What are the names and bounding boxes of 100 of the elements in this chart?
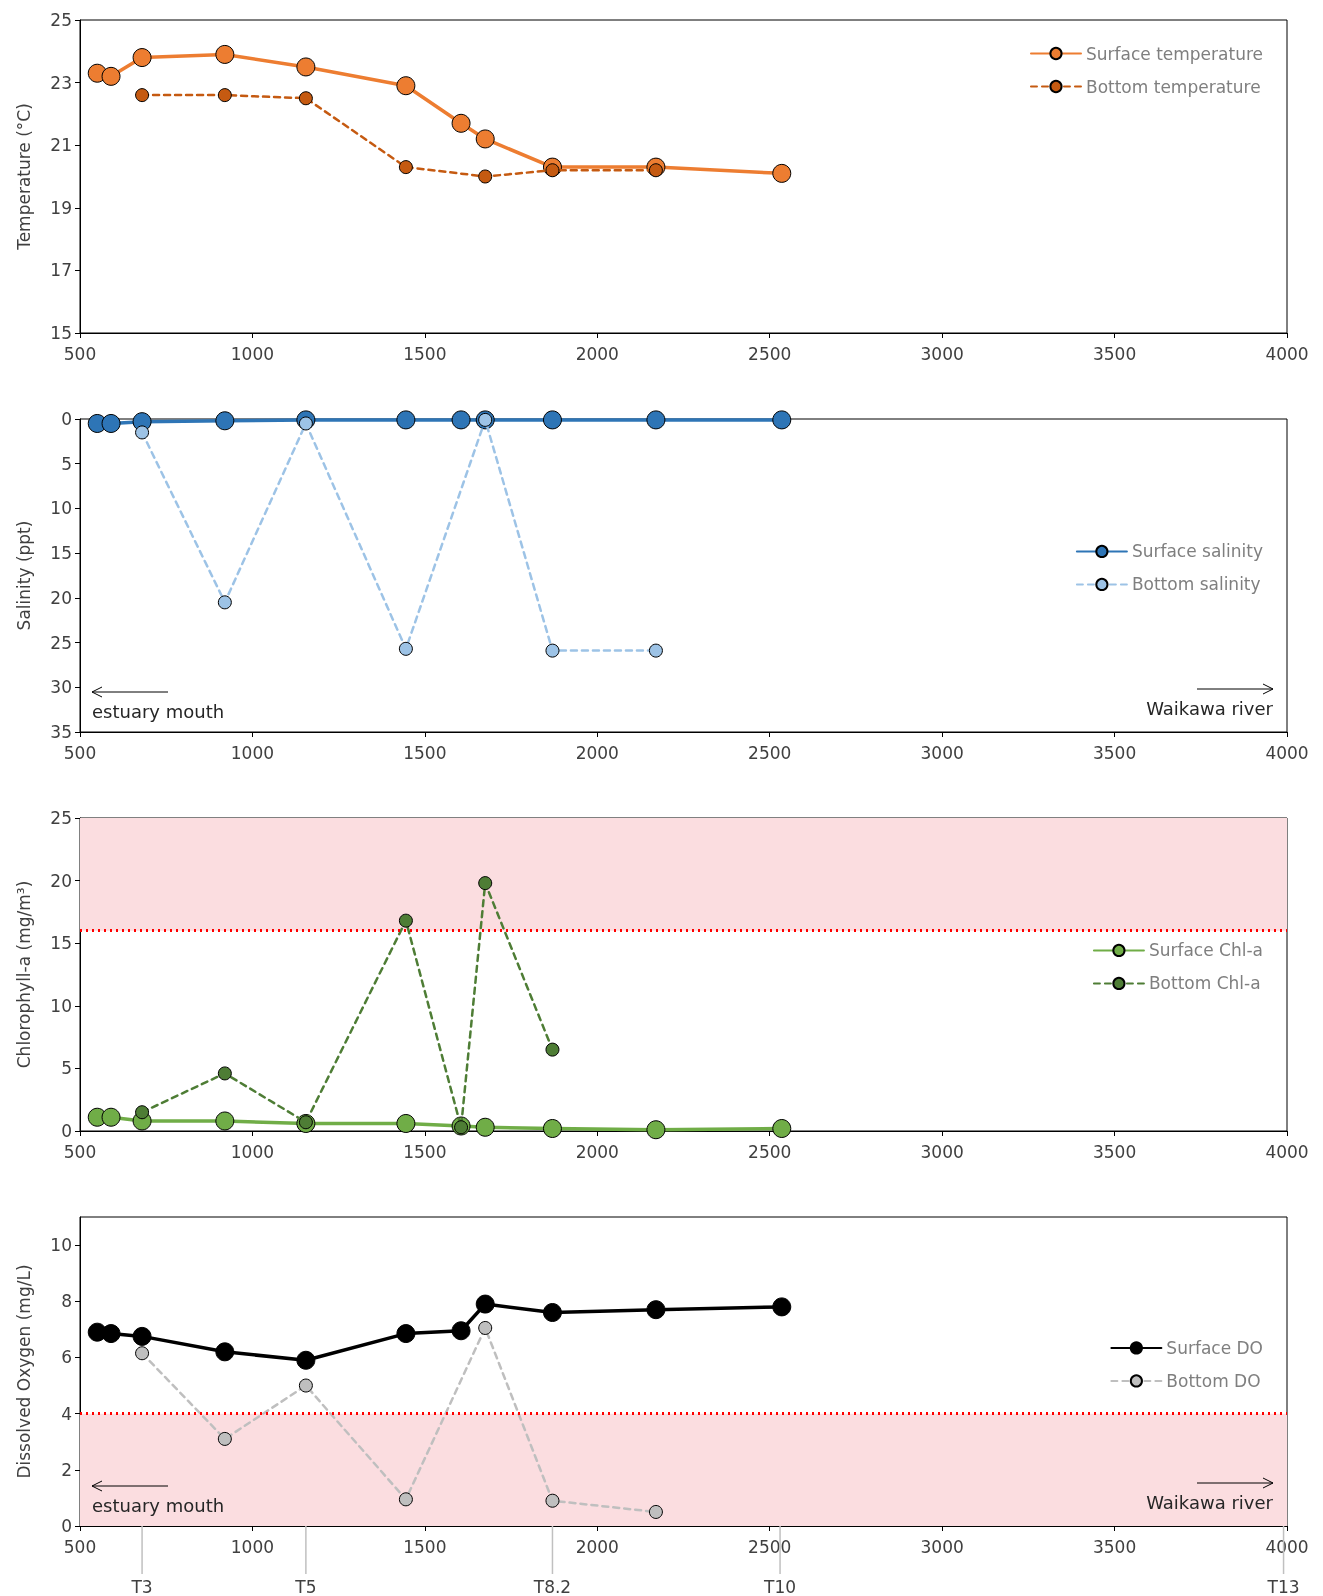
x-tick-label: 1000	[230, 1141, 275, 1162]
point	[101, 66, 121, 86]
point	[542, 1303, 562, 1322]
point	[646, 410, 666, 430]
point	[475, 1117, 495, 1137]
point	[545, 1042, 560, 1057]
ref-line-label: T8.2	[532, 1576, 572, 1596]
y-tick-label: 8	[61, 1291, 72, 1312]
annotation: estuary mouth	[92, 1494, 225, 1516]
point	[135, 88, 150, 103]
point	[396, 1113, 416, 1133]
y-tick-label: 5	[61, 453, 72, 474]
point	[451, 410, 471, 430]
x-tick-label: 500	[63, 1536, 97, 1557]
x-tick-label: 2000	[575, 1536, 619, 1557]
y-tick-label: 20	[50, 587, 72, 608]
point	[298, 1378, 313, 1393]
point	[217, 1431, 232, 1446]
point	[475, 129, 495, 149]
point	[135, 1346, 150, 1361]
point	[478, 876, 493, 891]
x-tick-label: 3500	[1092, 1141, 1137, 1162]
y-tick-label: 25	[50, 10, 72, 30]
point	[215, 1111, 235, 1131]
point	[646, 1120, 666, 1140]
y-tick-label: 10	[50, 498, 72, 519]
legend-label: Bottom temperature	[1085, 76, 1261, 97]
point	[451, 113, 471, 133]
point	[545, 1493, 560, 1508]
y-tick-label: 0	[61, 1516, 72, 1536]
point	[215, 44, 235, 64]
point	[217, 88, 232, 103]
y-tick-label: 20	[50, 870, 72, 891]
x-tick-label: 3000	[920, 742, 964, 763]
legend-label: Surface temperature	[1085, 43, 1264, 64]
point	[396, 410, 416, 430]
legend-label: Surface Chl-a	[1148, 940, 1264, 961]
point	[135, 1105, 150, 1120]
point	[215, 411, 235, 431]
point	[298, 91, 313, 106]
x-tick-label: 1500	[403, 1141, 447, 1162]
annotation: Waikawa river	[1146, 697, 1274, 719]
x-tick-label: 2500	[748, 742, 792, 763]
x-tick-label: 500	[63, 1141, 97, 1162]
y-tick-label: 21	[50, 135, 72, 156]
point	[396, 76, 416, 96]
x-tick-label: 3500	[1092, 343, 1137, 364]
x-tick-label: 500	[63, 742, 97, 763]
ref-line-label: T10	[763, 1576, 797, 1596]
x-tick-label: 4000	[1265, 1536, 1309, 1557]
point	[545, 643, 560, 658]
y-tick-label: 19	[50, 197, 72, 218]
x-tick-label: 500	[63, 343, 97, 364]
y-axis-title: Salinity (ppt)	[13, 520, 34, 631]
point	[217, 595, 232, 610]
point	[542, 410, 562, 430]
x-tick-label: 2000	[575, 1141, 619, 1162]
point	[398, 641, 413, 656]
x-tick-label: 2500	[748, 1536, 792, 1557]
annotation: Waikawa river	[1146, 1491, 1274, 1513]
ref-line-label: T5	[294, 1576, 317, 1596]
legend-label: Bottom Chl-a	[1148, 973, 1261, 994]
point	[132, 1326, 152, 1346]
point	[135, 425, 150, 440]
x-tick-label: 2500	[748, 1141, 792, 1162]
y-tick-label: 15	[50, 323, 72, 343]
point	[396, 1324, 416, 1344]
point	[101, 1107, 121, 1127]
point	[217, 1066, 232, 1081]
point	[478, 1320, 493, 1335]
point	[101, 413, 121, 433]
y-tick-label: 6	[61, 1347, 72, 1368]
y-tick-label: 5	[61, 1058, 72, 1079]
x-tick-label: 3500	[1092, 1536, 1137, 1557]
point	[451, 1321, 471, 1341]
y-tick-label: 0	[61, 1121, 72, 1141]
legend-label: Surface DO	[1166, 1337, 1263, 1358]
y-tick-label: 23	[50, 72, 72, 93]
annotation: estuary mouth	[92, 700, 225, 722]
x-tick-label: 3000	[920, 1536, 964, 1557]
y-tick-label: 35	[50, 722, 72, 742]
legend-label: Surface salinity	[1131, 541, 1264, 562]
point	[772, 1119, 792, 1138]
y-tick-label: 10	[50, 995, 72, 1016]
x-tick-label: 1500	[403, 343, 447, 364]
point	[772, 163, 792, 183]
y-tick-label: 4	[61, 1403, 72, 1424]
x-tick-label: 2000	[575, 742, 619, 763]
x-tick-label: 1000	[230, 343, 275, 364]
y-axis-title: Chlorophyll-a (mg/m³)	[13, 880, 34, 1069]
y-tick-label: 15	[50, 933, 72, 954]
point	[296, 57, 316, 77]
point	[132, 48, 152, 68]
y-tick-label: 15	[50, 543, 72, 564]
x-tick-label: 2000	[575, 343, 619, 364]
x-tick-label: 4000	[1265, 343, 1309, 364]
point	[646, 1300, 666, 1320]
point	[398, 913, 413, 928]
x-tick-label: 3000	[920, 343, 964, 364]
point	[542, 1119, 562, 1138]
